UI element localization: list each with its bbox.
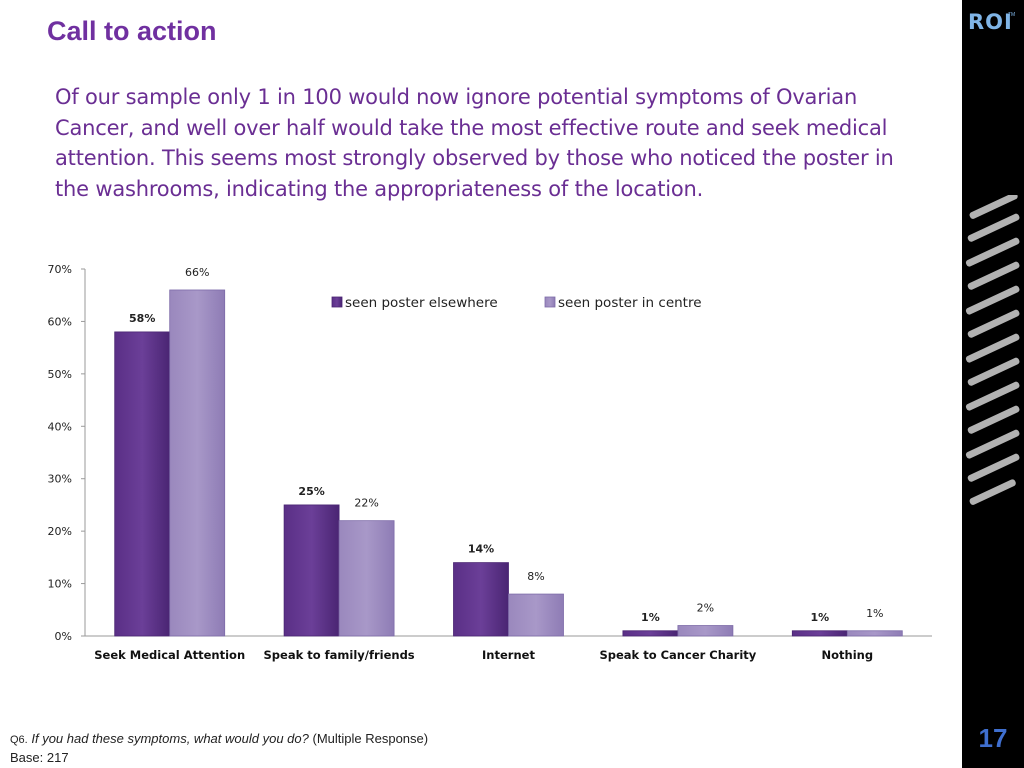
bar-centre [169, 289, 226, 637]
data-label: 25% [298, 485, 324, 498]
y-tick-label: 0% [55, 630, 72, 643]
category-label: Nothing [822, 648, 874, 662]
right-sidebar: ROI TM 17 [962, 0, 1024, 768]
y-tick-label: 10% [48, 578, 72, 591]
data-label: 2% [697, 602, 714, 615]
bar-elsewhere [791, 630, 848, 637]
y-tick-label: 70% [48, 263, 72, 276]
slide-title: Call to action [47, 16, 217, 46]
legend-label: seen poster elsewhere [345, 295, 498, 311]
data-label: 14% [468, 543, 494, 556]
category-label: Seek Medical Attention [94, 648, 245, 662]
legend-swatch [331, 296, 343, 308]
y-tick-label: 20% [48, 525, 72, 538]
intro-paragraph: Of our sample only 1 in 100 would now ig… [55, 85, 894, 201]
bar-centre [338, 520, 395, 637]
data-label: 1% [641, 611, 660, 624]
category-label: Speak to Cancer Charity [599, 648, 756, 662]
bar-centre [846, 630, 903, 637]
data-label: 1% [810, 611, 829, 624]
y-tick-label: 40% [48, 420, 72, 433]
roi-logo: ROI [968, 10, 1013, 34]
bar-centre [508, 593, 564, 637]
y-tick-label: 30% [48, 473, 72, 486]
question-number: Q6. [10, 734, 28, 746]
question-text: If you had these symptoms, what would yo… [31, 731, 309, 746]
category-label: Internet [482, 648, 535, 662]
decorative-text-texture [965, 195, 1020, 505]
bar-elsewhere [114, 331, 171, 637]
bar-chart: 0% 10% 20% 30% 40% 50% 60% 70% 58% 66% Seek Medica… [48, 263, 932, 662]
bar-elsewhere [283, 504, 340, 637]
data-label: 66% [185, 266, 209, 279]
legend-label: seen poster in centre [558, 295, 702, 311]
y-tick-label: 50% [48, 368, 72, 381]
bar-elsewhere [453, 562, 509, 637]
base-size: Base: 217 [10, 750, 69, 765]
bar-elsewhere [622, 630, 679, 637]
footnote: Q6. If you had these symptoms, what woul… [10, 730, 428, 767]
bar-centre [677, 625, 734, 637]
y-tick-label: 60% [48, 315, 72, 328]
category-label: Speak to family/friends [264, 648, 415, 662]
response-note: (Multiple Response) [312, 731, 429, 746]
legend-swatch [544, 296, 556, 308]
data-label: 1% [866, 607, 883, 620]
data-label: 58% [129, 312, 155, 325]
data-label: 22% [354, 497, 378, 510]
roi-logo-tm: TM [1008, 12, 1016, 18]
data-label: 8% [527, 570, 544, 583]
page-number: 17 [978, 723, 1008, 753]
